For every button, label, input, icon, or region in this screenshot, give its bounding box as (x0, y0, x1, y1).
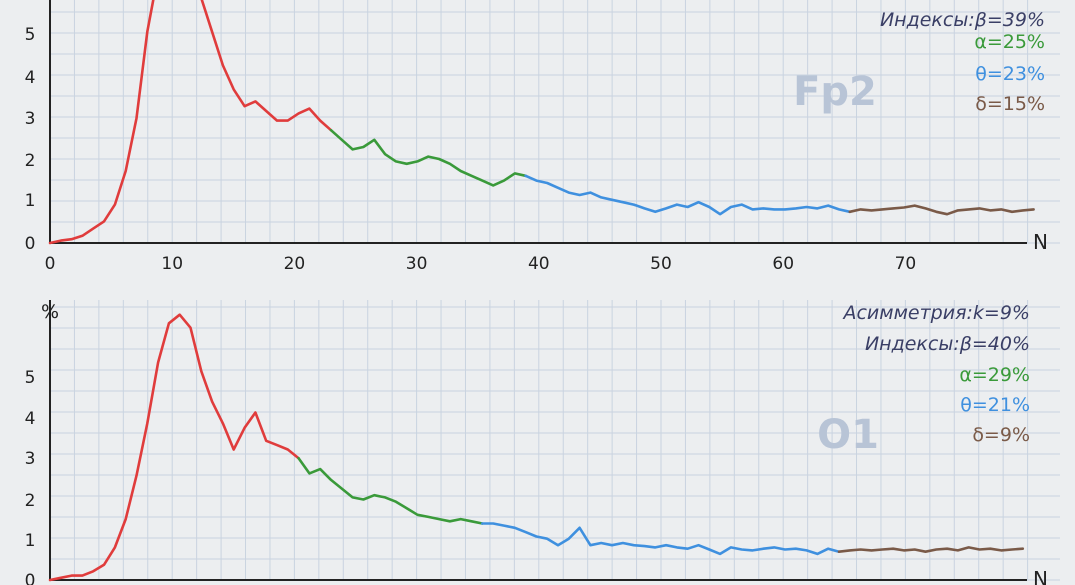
y-tick-label: 0 (25, 234, 36, 254)
channel-label: O1 (817, 412, 879, 458)
y-tick-label: 3 (25, 449, 36, 469)
spectrum-segment-beta (48, 313, 300, 582)
index-line-2: θ=23% (975, 63, 1045, 85)
y-tick-label: 1 (25, 191, 36, 211)
y-tick-label: 0 (25, 571, 36, 585)
x-tick-label: 0 (45, 254, 56, 274)
x-tick-label: 20 (284, 254, 306, 274)
spectrum-segment-beta (48, 0, 333, 245)
chart-panel-o1: O1N%012345010203040506070Асимметрия:k=9%… (25, 300, 1060, 585)
y-tick-label: 1 (25, 531, 36, 551)
y-tick-label: 5 (25, 25, 36, 45)
channel-label: Fp2 (793, 69, 877, 115)
y-tick-label: 4 (25, 68, 36, 88)
spectrum-segment-delta (837, 546, 1025, 554)
y-tick-label: 3 (25, 109, 36, 129)
index-line-1: Индексы:β=40% (865, 333, 1030, 355)
x-tick-label: 30 (406, 254, 428, 274)
spectrum-segment-alpha (297, 456, 484, 525)
index-line-1: α=25% (974, 31, 1045, 53)
y-tick-label: 4 (25, 409, 36, 429)
index-line-3: θ=21% (960, 394, 1030, 416)
index-line-2: α=29% (959, 364, 1030, 386)
x-tick-label: 60 (772, 254, 794, 274)
x-tick-label: 10 (161, 254, 183, 274)
spectrum-segment-theta (480, 522, 841, 556)
grid (49, 300, 1060, 581)
index-line-0: Индексы:β=39% (880, 9, 1045, 31)
x-tick-label: 40 (528, 254, 550, 274)
y-tick-label: 2 (25, 491, 36, 511)
x-tick-label: 50 (650, 254, 672, 274)
x-tick-label: 70 (895, 254, 917, 274)
y-tick-label: 2 (25, 151, 36, 171)
grid (49, 0, 1060, 244)
spectrum-segment-alpha (329, 128, 527, 187)
spectrum-segment-delta (848, 204, 1035, 216)
x-axis-label: N (1033, 230, 1048, 254)
index-line-0: Асимметрия:k=9% (841, 302, 1030, 324)
index-line-4: δ=9% (972, 424, 1030, 446)
y-tick-label: 5 (25, 368, 36, 388)
y-axis-title: % (41, 301, 59, 323)
x-axis-label: N (1033, 567, 1048, 585)
index-line-3: δ=15% (975, 93, 1045, 115)
spectrum-segment-theta (524, 174, 852, 216)
